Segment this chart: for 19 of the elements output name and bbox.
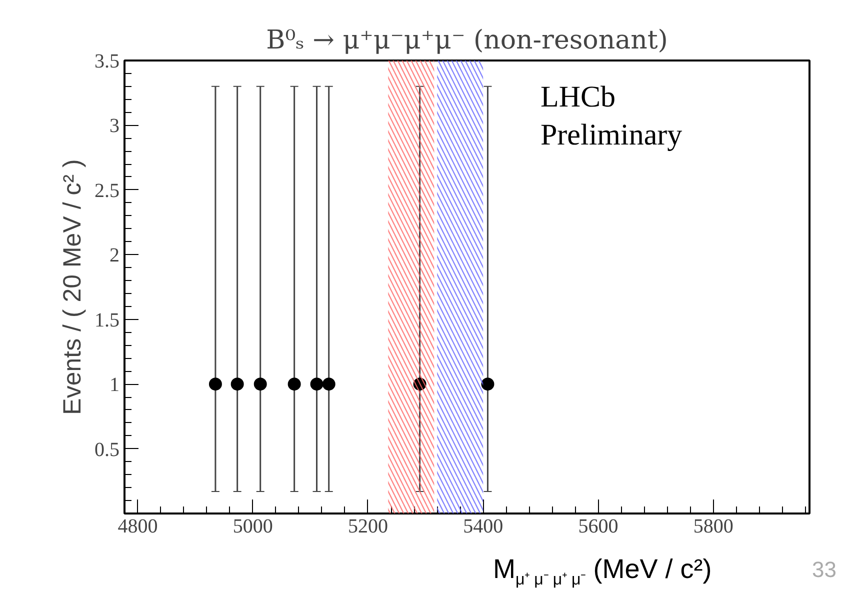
x-tick-label: 5200 bbox=[348, 516, 388, 538]
y-tick-label: 1 bbox=[110, 374, 120, 396]
x-axis-title: M$_{μ⁺ μ⁻ μ⁺ μ⁻}$ (MeV / c²) bbox=[493, 553, 712, 590]
y-tick-label: 0.5 bbox=[94, 438, 120, 461]
chart-title: B⁰ₛ → μ⁺μ⁻μ⁺μ⁻ (non-resonant) bbox=[266, 26, 668, 56]
x-tick-label: 5000 bbox=[232, 516, 273, 538]
y-tick-label: 1.5 bbox=[94, 309, 120, 332]
text: 33 bbox=[812, 556, 836, 584]
x-tick-label: 5800 bbox=[693, 516, 734, 538]
x-tick-label: 4800 bbox=[118, 516, 158, 538]
y-axis-title: Events / ( 20 MeV / c² ) bbox=[58, 159, 86, 415]
annotation: LHCb bbox=[540, 80, 616, 114]
y-tick-label: 3.5 bbox=[94, 50, 120, 72]
y-tick-label: 3 bbox=[110, 115, 120, 138]
y-tick-label: 2 bbox=[110, 244, 120, 267]
annotation: Preliminary bbox=[540, 118, 682, 152]
y-tick-label: 2.5 bbox=[94, 180, 120, 202]
x-tick-label: 5600 bbox=[578, 516, 618, 538]
x-tick-label: 5400 bbox=[463, 516, 504, 538]
